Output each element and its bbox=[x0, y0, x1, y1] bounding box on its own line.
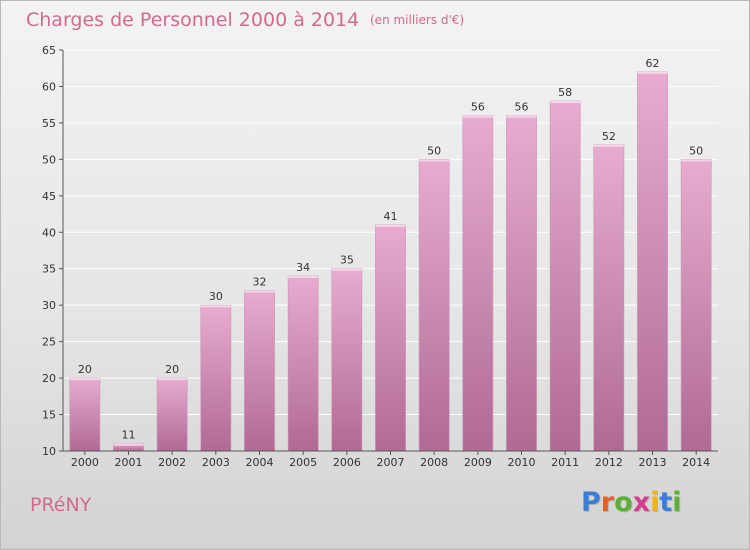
bar-highlight bbox=[157, 378, 188, 381]
axes: 10 15 20 25 30 35 40 45 50 55 60 65 2000 2001 2002 2003… bbox=[42, 44, 718, 469]
bar-value-label: 56 bbox=[515, 101, 529, 114]
logo-letter: i bbox=[672, 487, 682, 518]
x-tick-label: 2001 bbox=[115, 456, 143, 469]
x-tick-label: 2005 bbox=[289, 456, 317, 469]
town-name: PRéNY bbox=[30, 494, 92, 516]
bar-2011 bbox=[549, 100, 581, 452]
bar-highlight bbox=[288, 276, 319, 279]
x-tick-label: 2006 bbox=[333, 456, 361, 469]
bar-highlight bbox=[69, 378, 100, 381]
y-tick-label: 60 bbox=[42, 80, 56, 93]
bar-2003 bbox=[200, 304, 232, 452]
bar-2010 bbox=[506, 115, 537, 452]
bar-value-label: 50 bbox=[689, 144, 703, 157]
bar-value-label: 58 bbox=[558, 86, 572, 99]
y-tick-label: 65 bbox=[42, 44, 56, 57]
bar-2002 bbox=[156, 377, 188, 452]
logo-letter: P bbox=[581, 487, 601, 518]
chart-title: Charges de Personnel 2000 à 2014 bbox=[26, 9, 359, 31]
bar-value-label: 62 bbox=[646, 57, 660, 70]
y-tick-label: 45 bbox=[42, 190, 56, 203]
x-tick-label: 2009 bbox=[464, 456, 492, 469]
bar-value-label: 50 bbox=[427, 144, 441, 157]
logo-letter: r bbox=[600, 487, 615, 518]
x-tick-label: 2011 bbox=[551, 456, 579, 469]
x-tick-label: 2014 bbox=[682, 456, 710, 469]
bar-highlight bbox=[419, 159, 450, 162]
bar-highlight bbox=[506, 115, 537, 118]
x-tick-label: 2004 bbox=[246, 456, 274, 469]
bar-2012 bbox=[593, 144, 625, 452]
x-tick-label: 2007 bbox=[377, 456, 405, 469]
chart-subtitle: (en milliers d'€) bbox=[370, 13, 464, 27]
bar-highlight bbox=[681, 159, 712, 162]
x-tick-label: 2002 bbox=[158, 456, 186, 469]
bar-value-label: 32 bbox=[253, 276, 267, 289]
bar-value-label: 41 bbox=[384, 210, 398, 223]
bar-2006 bbox=[331, 268, 363, 452]
bar-highlight bbox=[200, 305, 231, 308]
logo-letter: i bbox=[650, 487, 660, 518]
x-tick-label: 2008 bbox=[420, 456, 448, 469]
bar-2004 bbox=[244, 290, 275, 452]
bar-value-label: 56 bbox=[471, 101, 485, 114]
logo-letter: o bbox=[614, 487, 633, 518]
bar-value-label: 11 bbox=[122, 429, 136, 442]
y-tick-label: 50 bbox=[42, 153, 56, 166]
proxiti-logo[interactable]: Proxiti bbox=[581, 487, 682, 518]
bar-2000 bbox=[69, 377, 101, 452]
bar-value-label: 20 bbox=[78, 363, 92, 376]
bar-highlight bbox=[637, 71, 668, 74]
bar-value-label: 52 bbox=[602, 130, 616, 143]
y-tick-label: 20 bbox=[42, 372, 56, 385]
x-tick-label: 2003 bbox=[202, 456, 230, 469]
bar-highlight bbox=[244, 290, 275, 293]
logo-letter: x bbox=[632, 487, 651, 518]
bar-highlight bbox=[550, 101, 581, 104]
bar-highlight bbox=[462, 115, 493, 118]
x-tick-label: 2012 bbox=[595, 456, 623, 469]
bar-value-label: 35 bbox=[340, 254, 354, 267]
bar-2007 bbox=[375, 224, 406, 452]
logo-letter: t bbox=[659, 487, 673, 518]
bars: 20 11 20 30 32 34 35 41 50 56 56 58 52 62 50 bbox=[69, 57, 712, 452]
x-tick-label: 2000 bbox=[71, 456, 99, 469]
bar-highlight bbox=[593, 144, 624, 147]
bar-2014 bbox=[680, 159, 712, 452]
y-tick-label: 25 bbox=[42, 336, 56, 349]
bar-highlight bbox=[331, 268, 362, 271]
bar-2013 bbox=[637, 71, 668, 452]
bar-value-label: 34 bbox=[296, 261, 310, 274]
y-tick-label: 55 bbox=[42, 117, 56, 130]
bar-value-label: 20 bbox=[165, 363, 179, 376]
y-tick-label: 40 bbox=[42, 226, 56, 239]
x-tick-label: 2010 bbox=[508, 456, 536, 469]
y-tick-label: 35 bbox=[42, 263, 56, 276]
bar-highlight bbox=[113, 443, 144, 446]
y-tick-label: 10 bbox=[42, 445, 56, 458]
bar-highlight bbox=[375, 224, 406, 227]
bar-2008 bbox=[418, 159, 450, 452]
bar-2009 bbox=[462, 115, 494, 452]
bar-2005 bbox=[287, 275, 319, 452]
bar-value-label: 30 bbox=[209, 290, 223, 303]
x-tick-label: 2013 bbox=[639, 456, 667, 469]
y-tick-label: 30 bbox=[42, 299, 56, 312]
y-tick-label: 15 bbox=[42, 409, 56, 422]
